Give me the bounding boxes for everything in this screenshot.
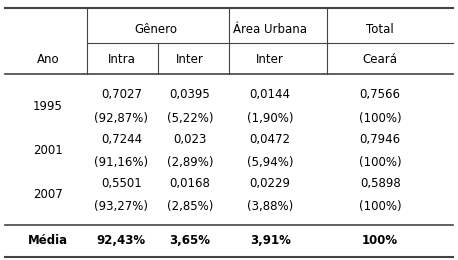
- Text: Inter: Inter: [256, 53, 284, 66]
- Text: Média: Média: [28, 234, 68, 247]
- Text: (100%): (100%): [359, 112, 402, 125]
- Text: (5,94%): (5,94%): [247, 156, 294, 169]
- Text: (2,89%): (2,89%): [167, 156, 213, 169]
- Text: 3,65%: 3,65%: [169, 234, 211, 247]
- Text: (92,87%): (92,87%): [94, 112, 148, 125]
- Text: Ano: Ano: [37, 53, 60, 66]
- Text: 0,0472: 0,0472: [250, 133, 291, 146]
- Text: 0,5898: 0,5898: [360, 177, 400, 190]
- Text: Gênero: Gênero: [134, 23, 177, 36]
- Text: 0,7027: 0,7027: [101, 88, 142, 101]
- Text: 0,0395: 0,0395: [170, 88, 210, 101]
- Text: (5,22%): (5,22%): [167, 112, 213, 125]
- Text: (91,16%): (91,16%): [94, 156, 148, 169]
- Text: Intra: Intra: [108, 53, 135, 66]
- Text: (100%): (100%): [359, 156, 402, 169]
- Text: 0,7244: 0,7244: [101, 133, 142, 146]
- Text: Total: Total: [366, 23, 394, 36]
- Text: Área Urbana: Área Urbana: [233, 23, 307, 36]
- Text: (100%): (100%): [359, 200, 402, 213]
- Text: 2001: 2001: [33, 144, 63, 157]
- Text: (1,90%): (1,90%): [247, 112, 294, 125]
- Text: Ceará: Ceará: [363, 53, 398, 66]
- Text: 0,023: 0,023: [174, 133, 207, 146]
- Text: 92,43%: 92,43%: [97, 234, 146, 247]
- Text: 1995: 1995: [33, 100, 63, 113]
- Text: 0,7946: 0,7946: [360, 133, 401, 146]
- Text: 3,91%: 3,91%: [250, 234, 291, 247]
- Text: 0,0144: 0,0144: [250, 88, 291, 101]
- Text: (2,85%): (2,85%): [167, 200, 213, 213]
- Text: 0,0168: 0,0168: [169, 177, 211, 190]
- Text: 2007: 2007: [33, 188, 63, 202]
- Text: 0,5501: 0,5501: [101, 177, 142, 190]
- Text: (93,27%): (93,27%): [94, 200, 148, 213]
- Text: 100%: 100%: [362, 234, 398, 247]
- Text: 0,7566: 0,7566: [360, 88, 401, 101]
- Text: Inter: Inter: [176, 53, 204, 66]
- Text: (3,88%): (3,88%): [247, 200, 293, 213]
- Text: 0,0229: 0,0229: [250, 177, 291, 190]
